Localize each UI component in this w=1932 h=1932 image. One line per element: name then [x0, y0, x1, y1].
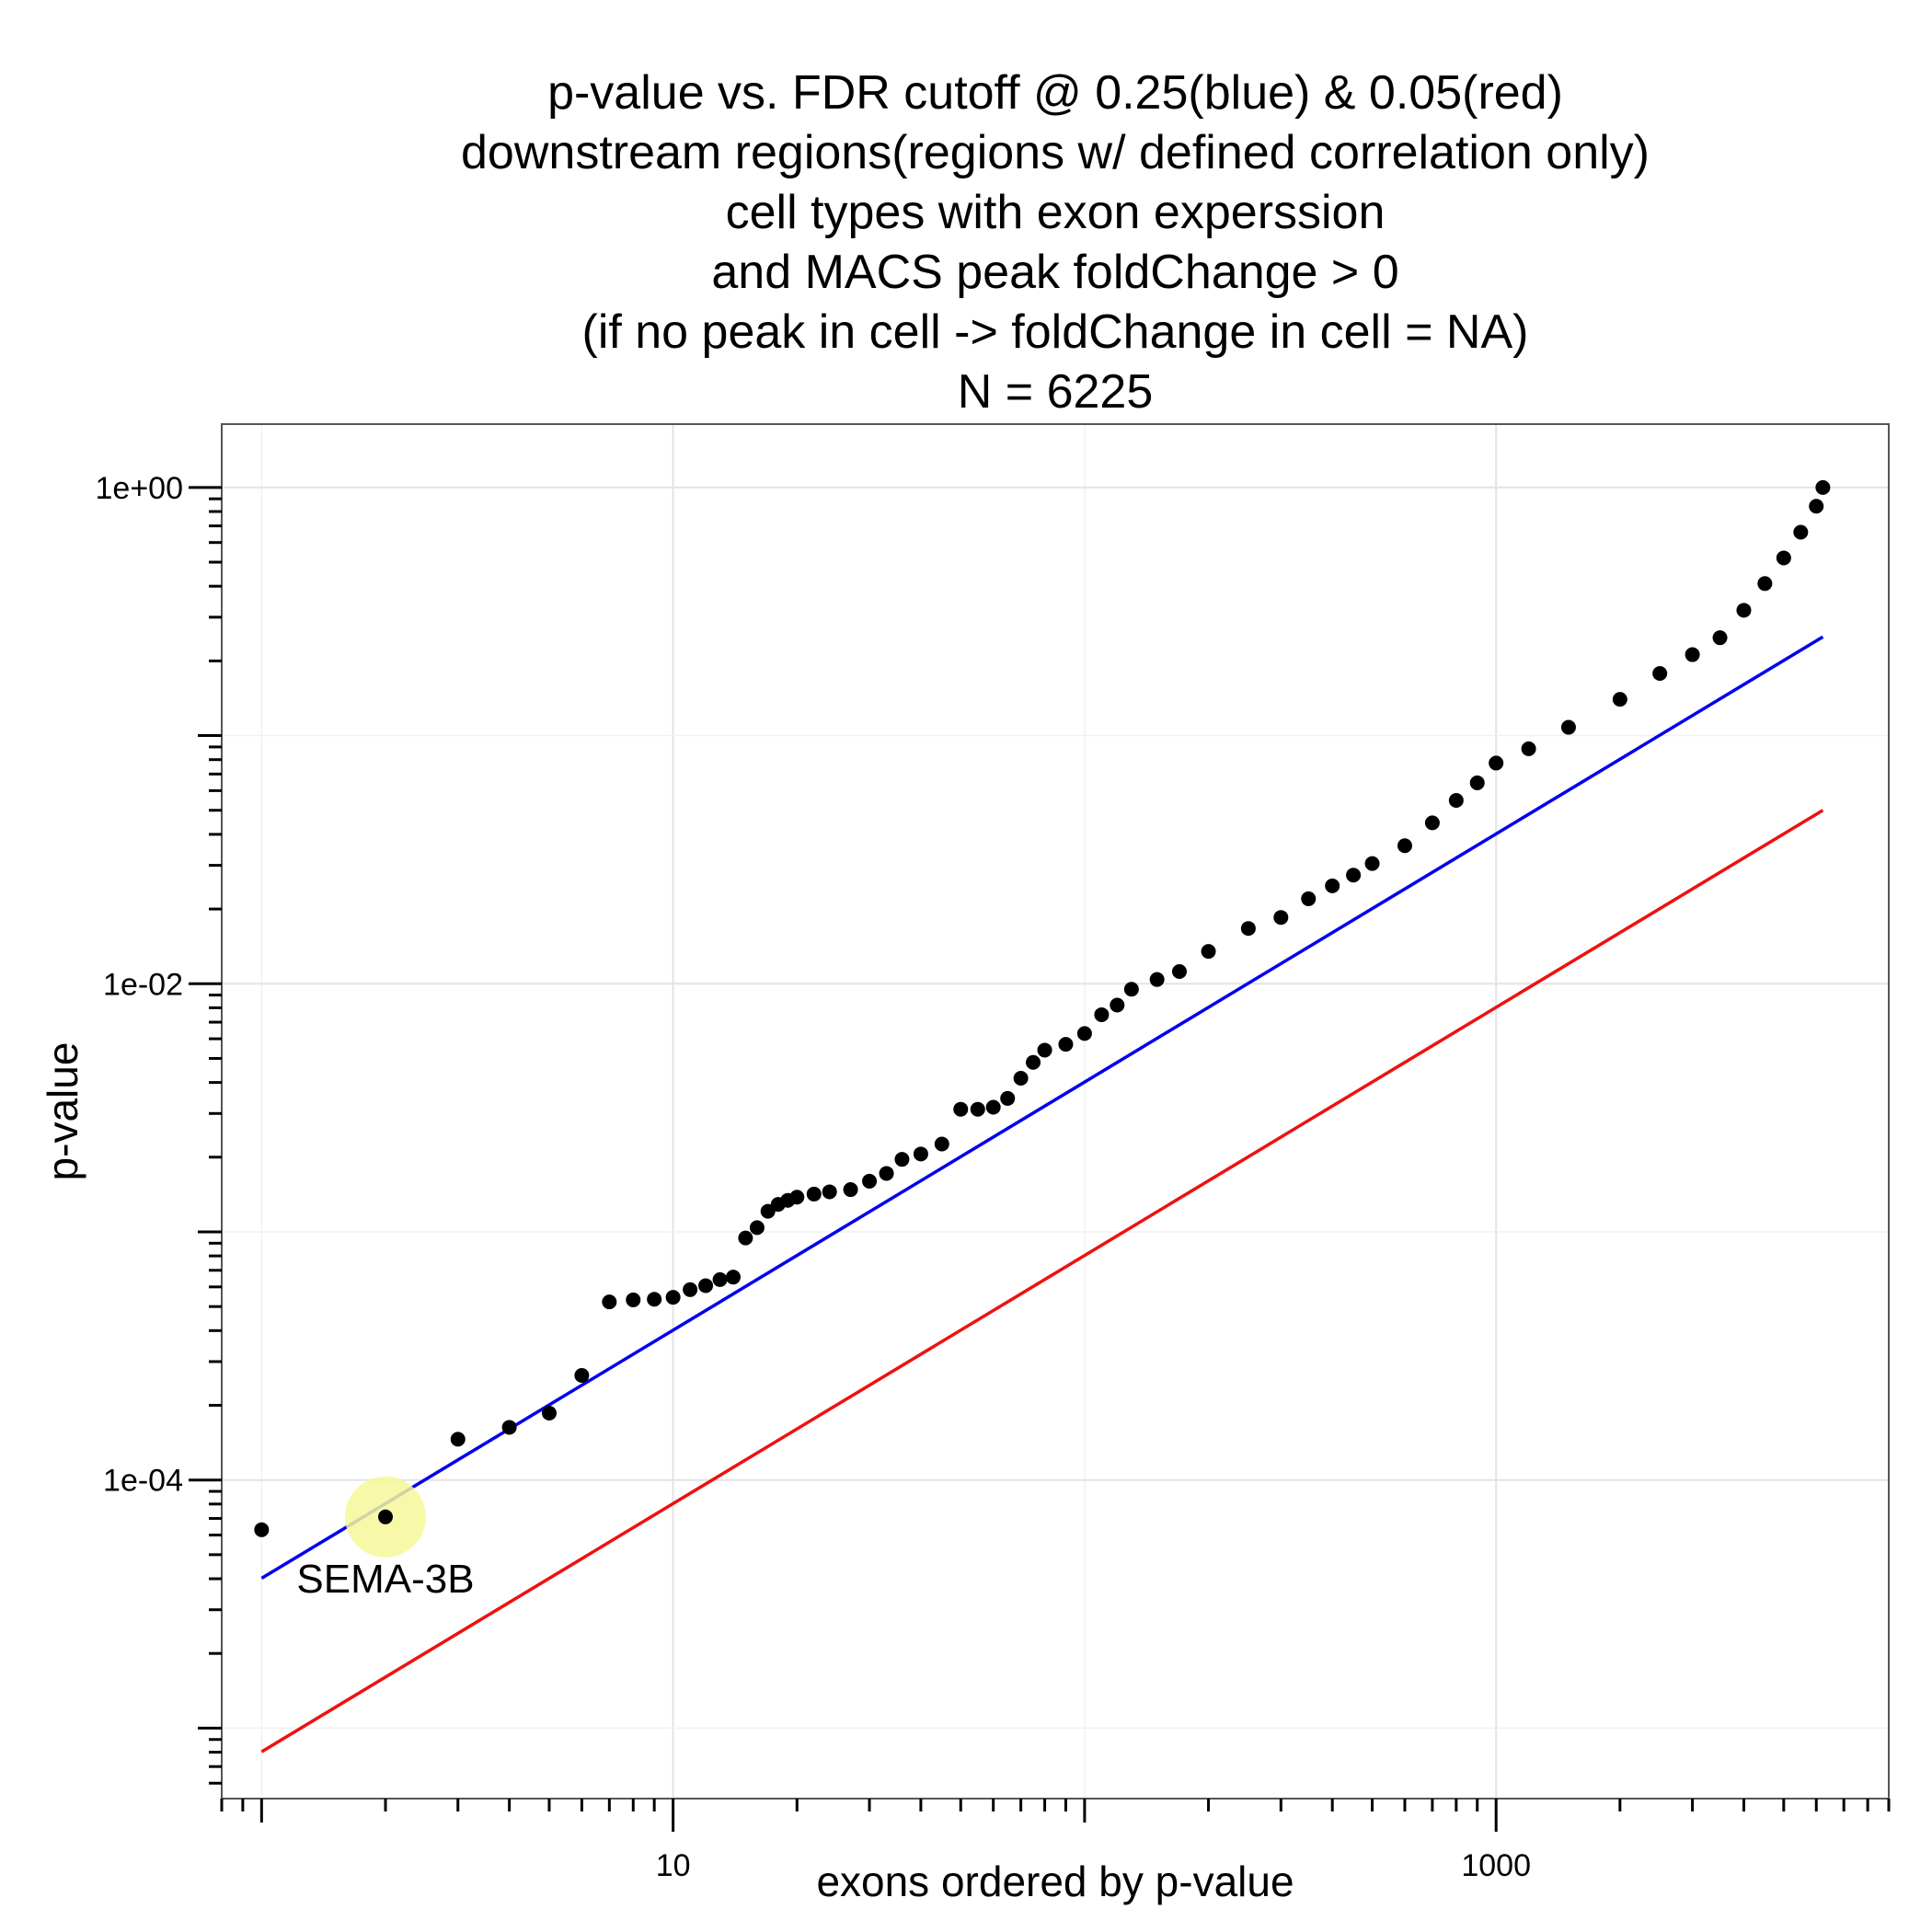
data-point: [1809, 499, 1824, 514]
data-point: [1469, 775, 1485, 790]
x-axis: 10 1000: [220, 1799, 1891, 1883]
data-point: [1149, 972, 1165, 987]
title-line: p-value vs. FDR cutoff @ 0.25(blue) & 0.…: [547, 66, 1563, 120]
data-point: [626, 1292, 641, 1307]
title-line: N = 6225: [958, 365, 1154, 419]
data-point: [934, 1136, 949, 1152]
data-points: [254, 479, 1831, 1537]
data-point: [1171, 963, 1187, 979]
title-line: and MACS peak foldChange > 0: [711, 246, 1398, 299]
data-point: [806, 1186, 822, 1202]
data-point: [665, 1290, 681, 1305]
data-point: [1058, 1037, 1074, 1052]
data-point: [1013, 1071, 1029, 1087]
data-point: [1712, 630, 1728, 646]
data-point: [970, 1101, 985, 1117]
data-point: [574, 1367, 590, 1383]
x-tick-label: 10: [656, 1848, 691, 1883]
grid-lines: [222, 424, 1889, 1799]
title-line: downstream regions(regions w/ defined co…: [461, 126, 1650, 179]
data-point: [1123, 982, 1139, 997]
y-tick-label: 1e+00: [96, 471, 184, 506]
data-point: [1560, 719, 1576, 735]
data-point: [1736, 603, 1752, 618]
data-point: [1201, 944, 1216, 960]
data-point: [1424, 815, 1440, 831]
data-point: [254, 1522, 270, 1537]
data-point: [1757, 576, 1773, 592]
x-tick-label: 1000: [1461, 1848, 1531, 1883]
data-point: [1346, 868, 1362, 883]
plot-panel: [222, 424, 1889, 1799]
data-point: [1815, 479, 1831, 495]
data-point: [843, 1182, 858, 1198]
data-point: [647, 1292, 662, 1307]
data-point: [953, 1101, 969, 1117]
data-point: [501, 1420, 517, 1435]
annotations: SEMA-3B: [296, 1557, 474, 1602]
x-axis-title: exons ordered by p-value: [816, 1857, 1294, 1905]
data-point: [1037, 1042, 1052, 1058]
data-point: [1685, 647, 1700, 662]
chart-title: p-value vs. FDR cutoff @ 0.25(blue) & 0.…: [461, 66, 1650, 419]
data-point: [1776, 550, 1791, 566]
fdr-line: [260, 809, 1824, 1754]
data-point: [862, 1173, 878, 1189]
y-axis-title: p-value: [39, 1042, 86, 1181]
data-point: [985, 1099, 1001, 1115]
data-point: [822, 1184, 837, 1200]
data-point: [1026, 1054, 1041, 1070]
y-tick-label: 1e-02: [103, 967, 183, 1002]
data-point: [1448, 793, 1464, 809]
data-point: [1076, 1026, 1092, 1041]
data-point: [541, 1406, 557, 1421]
y-axis: 1e+00 1e-02 1e-04: [96, 471, 222, 1785]
data-point: [698, 1278, 714, 1294]
fdr-cutoff-lines: [260, 635, 1824, 1754]
data-point: [749, 1220, 765, 1236]
annotation-label: SEMA-3B: [296, 1557, 474, 1602]
data-point: [913, 1146, 928, 1162]
data-point: [1000, 1090, 1016, 1106]
data-point: [602, 1294, 617, 1310]
data-point: [1397, 838, 1412, 854]
data-point: [1110, 997, 1125, 1013]
fdr-line: [260, 635, 1824, 1581]
data-point: [879, 1166, 894, 1181]
data-point: [1612, 692, 1627, 707]
data-point: [725, 1270, 741, 1285]
data-point: [1521, 741, 1536, 756]
data-point: [738, 1230, 753, 1246]
data-point: [894, 1152, 910, 1167]
data-point: [712, 1271, 728, 1287]
data-point: [1489, 755, 1504, 771]
title-line: (if no peak in cell -> foldChange in cel…: [582, 305, 1529, 359]
data-point: [1273, 910, 1289, 926]
title-line: cell types with exon experssion: [726, 186, 1386, 239]
data-point: [683, 1282, 698, 1297]
data-point: [1793, 524, 1809, 540]
data-point: [1325, 878, 1340, 893]
data-point: [1652, 666, 1668, 682]
data-point: [1364, 856, 1380, 871]
data-point: [450, 1432, 466, 1447]
plot-panel-border: [221, 423, 1890, 1800]
data-point: [1240, 921, 1256, 937]
data-point: [1094, 1006, 1110, 1022]
data-point: [1301, 891, 1317, 906]
data-point: [377, 1509, 393, 1524]
y-tick-label: 1e-04: [103, 1464, 183, 1499]
data-point: [789, 1190, 805, 1205]
